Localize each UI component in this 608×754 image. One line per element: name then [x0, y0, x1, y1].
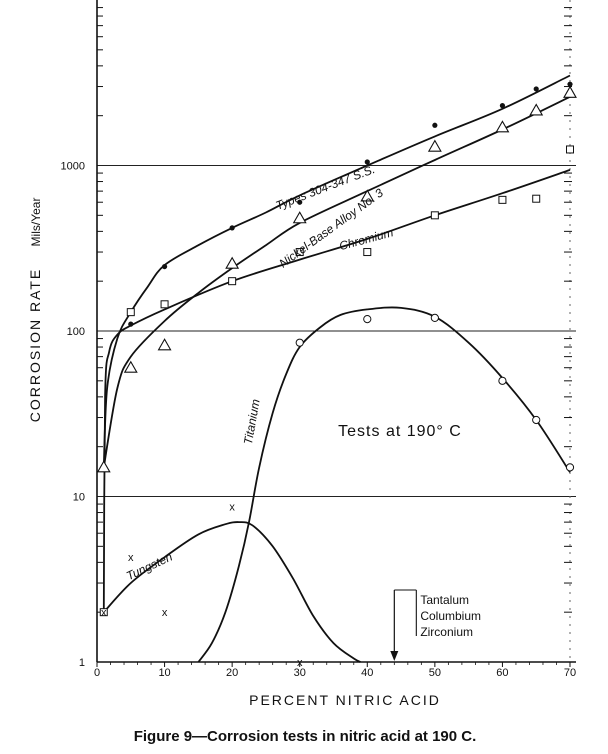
titanium-point [363, 315, 372, 324]
tungsten-point: x [229, 502, 235, 514]
tungsten-point: x [128, 552, 134, 564]
types-304-347-s-s-point [128, 321, 134, 327]
chromium-point [566, 145, 574, 154]
chromium-point [430, 211, 439, 220]
arrow-label: Tantalum [420, 593, 469, 607]
nickel-base-alloy-no-3-point [529, 103, 544, 116]
nickel-base-alloy-no-3-point [123, 360, 138, 373]
chromium-curve [102, 169, 571, 613]
types-304-347-s-s-point [161, 263, 168, 270]
x-tick-label: 40 [361, 667, 373, 679]
nickel-base-alloy-no-3-point [292, 211, 307, 224]
series-curves [102, 74, 571, 663]
types-304-347-s-s-point [297, 199, 303, 205]
types-304-347-s-s-point [229, 225, 235, 231]
titanium-point [565, 463, 575, 472]
chromium-point [126, 308, 135, 317]
y-tick-label: 100 [67, 326, 85, 338]
nickel-base-alloy-no-3-point [495, 120, 510, 133]
chromium-point [363, 248, 372, 257]
chromium-point [160, 300, 169, 309]
grid [97, 165, 576, 497]
types-304-347-s-s-point [364, 159, 370, 165]
axes [96, 0, 576, 667]
chromium-point [532, 194, 541, 203]
tests-annotation: Tests at 190° C [338, 423, 462, 440]
y-tick-label: 10 [73, 492, 85, 504]
y-axis-label: CORROSION RATE [27, 268, 43, 423]
titanium-point [430, 313, 439, 322]
nickel-base-alloy-no-3-point [157, 338, 172, 351]
nickel-base-alloy-no-3-point [96, 460, 111, 473]
arrow-label: Columbium [420, 609, 481, 623]
titanium-point [295, 338, 304, 347]
tungsten-point: x [101, 607, 107, 619]
x-tick-label: 10 [158, 667, 170, 679]
chromium-point [498, 195, 507, 204]
chromium-point [228, 277, 237, 286]
nickel-base-alloy-no-3-curve [102, 95, 571, 468]
types-304-347-s-s-point [432, 122, 438, 128]
tungsten-curve [103, 521, 361, 663]
nickel-base-alloy-no-3-point [563, 85, 577, 98]
tungsten-point: x [162, 607, 168, 619]
types-304-347-s-s-point [567, 81, 573, 87]
figure-caption: Figure 9—Corrosion tests in nitric acid … [134, 728, 477, 745]
y-axis-units: Mils/Year [29, 198, 43, 247]
tungsten-point: x [297, 657, 303, 669]
x-tick-label: 70 [564, 667, 576, 679]
titanium-point [532, 415, 541, 425]
y-tick-label: 1000 [61, 161, 85, 173]
titanium-curve [197, 306, 571, 663]
x-tick-label: 30 [294, 667, 306, 679]
x-tick-label: 50 [429, 667, 441, 679]
titanium-point [498, 376, 507, 385]
chromium-point [99, 608, 108, 617]
x-axis-label: PERCENT NITRIC ACID [249, 692, 441, 708]
nickel-base-alloy-no-3-point [225, 256, 240, 269]
chromium-point [295, 248, 304, 257]
x-tick-label: 60 [496, 667, 508, 679]
x-tick-label: 20 [226, 667, 238, 679]
x-tick-label: 0 [94, 667, 100, 679]
series-markers: x x x x x [96, 81, 577, 669]
types-304-347-s-s-point [533, 86, 539, 92]
types-304-347-s-s-curve [102, 74, 571, 468]
titanium-label: Titanium [241, 398, 263, 446]
types-304-347-s-s-point [499, 103, 506, 109]
arrow-head [390, 651, 399, 661]
nickel-base-alloy-no-3-point [360, 189, 375, 202]
nickel-base-alloy-no-3-point [427, 139, 442, 152]
arrow-label: Zirconium [420, 625, 473, 639]
y-tick-label: 1 [79, 657, 85, 669]
